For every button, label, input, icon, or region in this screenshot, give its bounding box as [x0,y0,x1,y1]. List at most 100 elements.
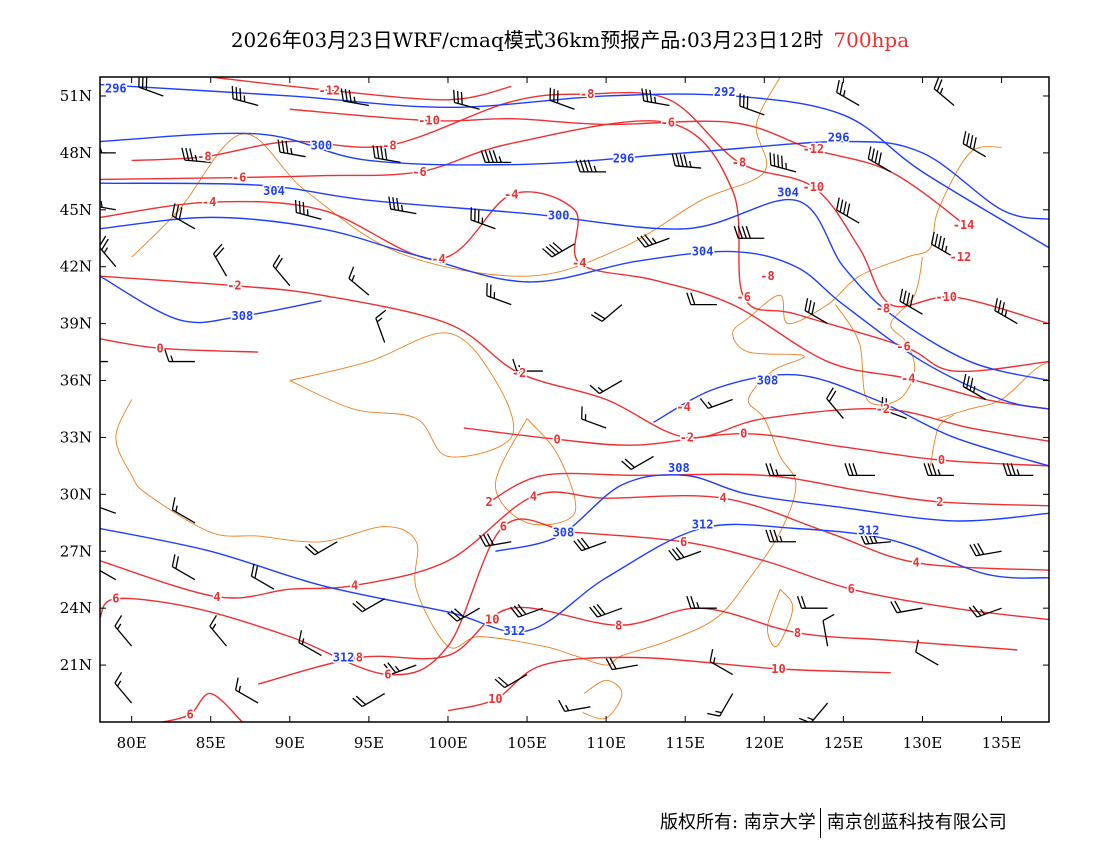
isotherm-line [100,338,259,353]
isotherm-label: -2 [876,402,890,416]
isotherm-label: -8 [580,87,594,101]
wind-barb [836,79,860,107]
x-tick-label: 95E [354,734,384,752]
isohypse-label: 300 [311,138,333,152]
wind-barb [352,692,386,708]
wind-barb [372,145,401,164]
isohypse-line [100,523,1049,633]
wind-barb [100,569,117,581]
wind-barb [304,541,338,556]
wind-barb [114,615,133,647]
isotherm-label: -4 [676,400,690,414]
wind-barb [453,89,480,110]
y-tick-label: 39N [60,315,92,333]
wind-barb [699,398,733,410]
isohypse-label: 308 [232,309,254,323]
wind-barb [733,226,765,239]
isotherm-label: -10 [935,290,957,304]
wind-barb [836,197,860,224]
isohypse-line [653,373,1049,467]
isohypse-label: 296 [105,81,127,95]
boundary-line [115,146,1002,666]
wind-barb [447,607,480,622]
isohypse-label: 304 [263,184,285,198]
isohypse-label: 308 [757,374,779,388]
wind-barb [769,152,797,173]
wind-barb [510,604,544,618]
y-tick-label: 24N [60,599,92,617]
boundary-line [582,679,623,720]
wind-barb [739,93,765,116]
isotherm-label: -8 [732,155,746,169]
wind-barb [164,349,195,363]
x-tick-label: 135E [982,734,1022,752]
isohypse-label: 292 [714,85,736,99]
isotherm-label: -6 [737,290,751,304]
wind-barb [881,396,907,420]
isotherm-line [488,472,1049,507]
isotherm-label: -4 [572,256,586,270]
isotherm-label: -12 [802,142,824,156]
wind-barb [962,373,987,401]
isotherm-label: 6 [848,582,855,596]
wind-barb [968,605,1002,618]
height-contours [100,83,1049,633]
wind-barb [915,639,939,666]
wind-barb [479,533,512,547]
wind-barb [250,563,275,590]
map-title: 2026年03月23日WRF/cmaq模式36km预报产品:03月23日12时 7… [0,24,1100,53]
isotherm-line [131,91,1049,325]
y-tick-label: 30N [60,485,92,503]
wind-barb [212,243,228,277]
wind-barb [641,88,670,107]
isotherm-line [210,77,512,101]
wind-barb [765,529,796,543]
temperature-contours [100,77,1049,722]
isohypse-label: 308 [553,525,575,539]
footer: 版权所有: 南京大学 南京创蓝科技有限公司 [660,808,1007,838]
wind-barb [272,254,291,287]
isotherm-label: 4 [913,556,920,570]
wind-barb [494,674,528,689]
wind-barb [100,235,117,268]
wind-barb [994,298,1018,325]
isotherm-label: 10 [771,662,785,676]
isotherm-label: -12 [950,250,972,264]
company-text: 南京创蓝科技有限公司 [826,812,1007,833]
isotherm-label: 0 [553,432,560,446]
x-tick-label: 80E [117,734,147,752]
isotherm-label: 10 [488,692,502,706]
contour-labels: -12 -10 -8 -8 -8 -6 -6 -6 -4 -4 -4 -4 -2 0 -2 -4 -2 0 0 2 4 6… [103,80,975,722]
isotherm-line [100,491,1049,599]
y-tick-label: 36N [60,372,92,390]
wind-barb [589,379,623,395]
isotherm-label: -6 [896,339,910,353]
isotherm-label: -4 [431,252,445,266]
wind-barb [590,304,623,322]
isotherm-label: -4 [202,195,216,209]
isotherm-line [257,606,1018,685]
wind-barb [581,406,607,429]
wind-barb [636,234,670,248]
wind-barb [930,231,955,258]
isohypse-label: 312 [858,523,880,537]
wind-barb [575,159,607,173]
isotherm-label: 2 [936,495,943,509]
isotherm-label: 2 [485,495,492,509]
wind-barb [621,455,654,470]
wind-barb [804,298,828,325]
wind-barb [933,77,955,106]
isotherm-label: 6 [500,520,507,534]
isotherm-label: -12 [318,83,340,97]
x-tick-label: 110E [586,734,626,752]
isohypse-label: 312 [504,624,526,638]
isotherm-label: -8 [876,301,890,315]
isotherm-label: 6 [112,592,119,606]
isotherm-label: -10 [418,114,440,128]
isotherm-label: 4 [351,578,358,592]
wind-barb [765,463,796,477]
boundary-line [938,361,1049,419]
y-tick-label: 27N [60,542,92,560]
wind-barb [859,531,891,545]
isotherm-label: -6 [661,116,675,130]
